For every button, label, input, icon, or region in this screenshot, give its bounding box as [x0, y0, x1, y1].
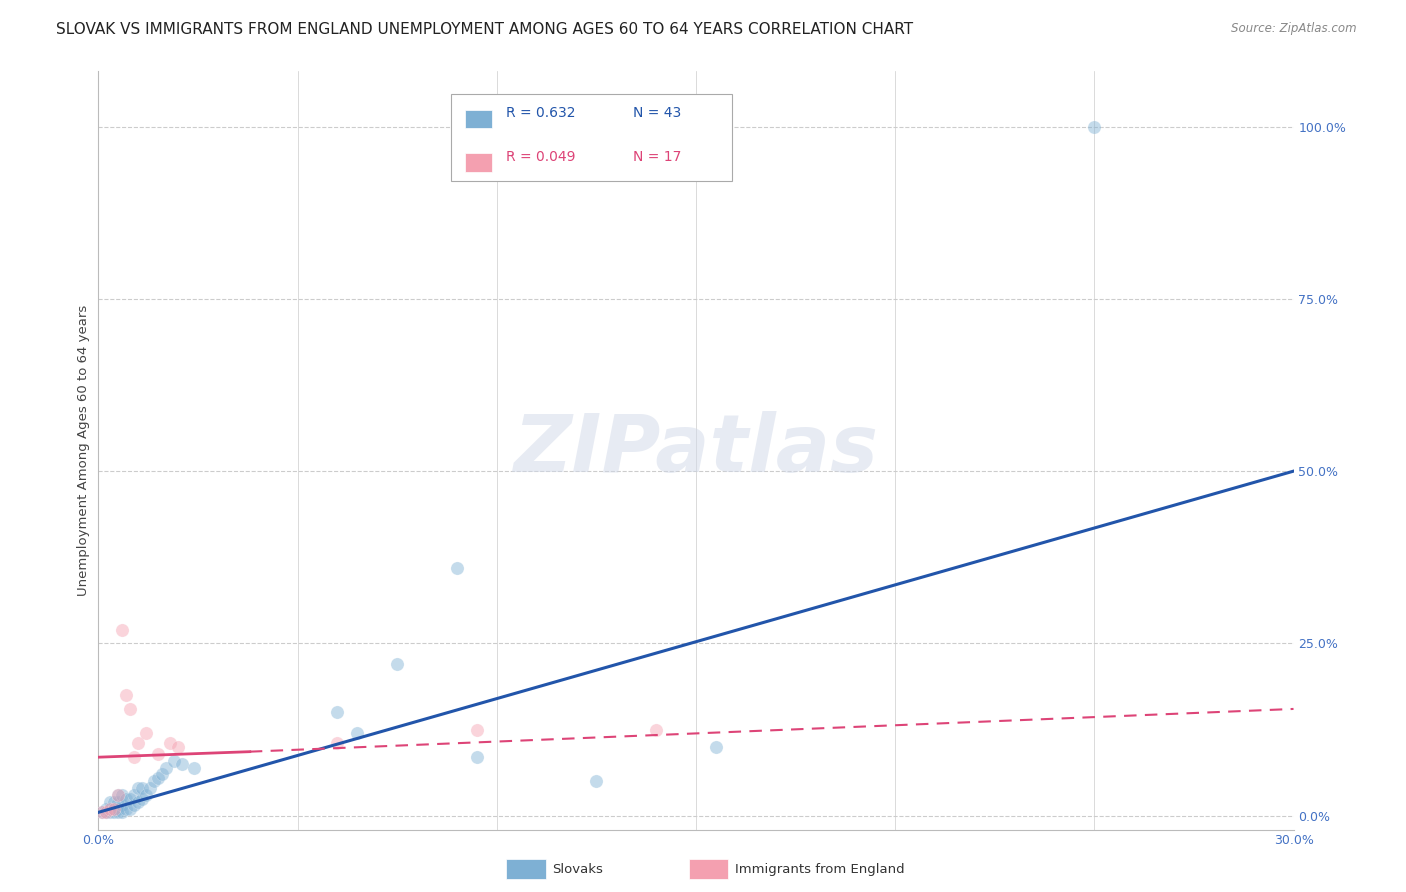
Point	[167, 739, 190, 754]
Text: Slovaks: Slovaks	[553, 863, 603, 876]
Point	[120, 702, 142, 716]
Point	[385, 657, 409, 672]
Point	[111, 805, 134, 820]
Point	[135, 788, 157, 802]
Point	[107, 805, 129, 820]
Point	[143, 774, 166, 789]
Text: Immigrants from England: Immigrants from England	[735, 863, 905, 876]
FancyBboxPatch shape	[465, 153, 492, 171]
Point	[103, 802, 125, 816]
Point	[107, 788, 129, 802]
Point	[150, 767, 173, 781]
Point	[127, 795, 149, 809]
Point	[159, 736, 181, 750]
Point	[98, 795, 122, 809]
FancyBboxPatch shape	[465, 110, 492, 128]
Point	[135, 726, 157, 740]
Point	[465, 750, 488, 764]
Point	[163, 754, 186, 768]
Point	[124, 798, 146, 813]
Point	[645, 723, 668, 737]
Point	[585, 774, 607, 789]
Point	[124, 750, 146, 764]
Point	[96, 802, 118, 816]
Point	[107, 795, 129, 809]
Point	[111, 623, 134, 637]
Point	[127, 736, 149, 750]
Point	[446, 560, 468, 574]
Text: N = 17: N = 17	[633, 150, 681, 164]
Text: Source: ZipAtlas.com: Source: ZipAtlas.com	[1232, 22, 1357, 36]
Text: R = 0.632: R = 0.632	[506, 106, 575, 120]
Text: N = 43: N = 43	[633, 106, 681, 120]
Point	[107, 802, 129, 816]
Text: R = 0.049: R = 0.049	[506, 150, 575, 164]
Point	[148, 747, 170, 761]
Point	[98, 802, 122, 816]
Point	[131, 781, 153, 796]
Point	[111, 788, 134, 802]
Point	[96, 805, 118, 820]
Point	[98, 802, 122, 816]
Point	[111, 798, 134, 813]
Point	[155, 760, 177, 774]
Point	[91, 805, 114, 820]
Point	[91, 805, 114, 820]
Point	[124, 788, 146, 802]
Point	[103, 802, 125, 816]
Point	[96, 805, 118, 820]
Point	[139, 781, 162, 796]
Point	[103, 805, 125, 820]
Point	[127, 781, 149, 796]
Point	[326, 706, 349, 720]
Point	[704, 739, 727, 754]
Text: SLOVAK VS IMMIGRANTS FROM ENGLAND UNEMPLOYMENT AMONG AGES 60 TO 64 YEARS CORRELA: SLOVAK VS IMMIGRANTS FROM ENGLAND UNEMPL…	[56, 22, 914, 37]
Point	[107, 788, 129, 802]
Point	[103, 795, 125, 809]
Point	[115, 802, 138, 816]
Point	[172, 757, 194, 772]
Point	[1083, 120, 1105, 134]
Point	[183, 760, 205, 774]
Text: ZIPatlas: ZIPatlas	[513, 411, 879, 490]
Point	[115, 791, 138, 805]
Point	[98, 805, 122, 820]
Point	[148, 771, 170, 785]
Point	[120, 802, 142, 816]
Point	[115, 688, 138, 702]
Point	[465, 723, 488, 737]
Y-axis label: Unemployment Among Ages 60 to 64 years: Unemployment Among Ages 60 to 64 years	[77, 305, 90, 596]
Point	[120, 791, 142, 805]
FancyBboxPatch shape	[451, 95, 733, 181]
Point	[326, 736, 349, 750]
Point	[346, 726, 368, 740]
Point	[131, 791, 153, 805]
